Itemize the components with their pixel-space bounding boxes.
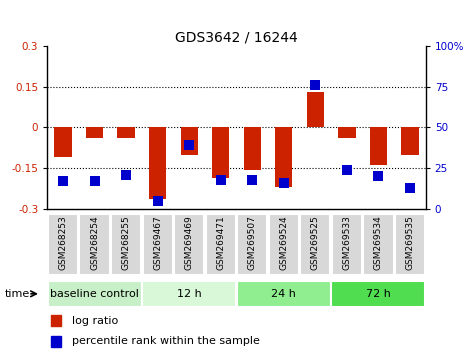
Bar bbox=[370, 127, 387, 165]
Text: GSM268255: GSM268255 bbox=[122, 216, 131, 270]
FancyBboxPatch shape bbox=[48, 281, 141, 307]
Point bbox=[91, 178, 98, 184]
Bar bbox=[275, 127, 292, 187]
FancyBboxPatch shape bbox=[395, 214, 425, 275]
Bar bbox=[244, 127, 261, 170]
Text: GSM269525: GSM269525 bbox=[311, 216, 320, 270]
FancyBboxPatch shape bbox=[111, 214, 141, 275]
Text: GSM269467: GSM269467 bbox=[153, 216, 162, 270]
FancyBboxPatch shape bbox=[363, 214, 394, 275]
Point bbox=[248, 177, 256, 182]
FancyBboxPatch shape bbox=[174, 214, 204, 275]
Point bbox=[217, 177, 225, 182]
Text: percentile rank within the sample: percentile rank within the sample bbox=[72, 336, 260, 346]
Text: GSM269533: GSM269533 bbox=[342, 216, 351, 270]
Text: log ratio: log ratio bbox=[72, 316, 118, 326]
Point bbox=[59, 178, 67, 184]
Bar bbox=[212, 127, 229, 178]
Point bbox=[312, 82, 319, 88]
Text: GSM269507: GSM269507 bbox=[248, 216, 257, 270]
Text: GSM269471: GSM269471 bbox=[216, 216, 225, 270]
Text: baseline control: baseline control bbox=[50, 289, 139, 299]
Point bbox=[154, 198, 161, 204]
FancyBboxPatch shape bbox=[206, 214, 236, 275]
FancyBboxPatch shape bbox=[79, 214, 110, 275]
Text: GSM268254: GSM268254 bbox=[90, 216, 99, 270]
FancyBboxPatch shape bbox=[142, 214, 173, 275]
FancyBboxPatch shape bbox=[269, 214, 299, 275]
Text: GSM268253: GSM268253 bbox=[59, 216, 68, 270]
Point bbox=[343, 167, 350, 173]
FancyBboxPatch shape bbox=[237, 281, 331, 307]
Point bbox=[375, 173, 382, 179]
Point bbox=[185, 143, 193, 148]
Text: GSM269534: GSM269534 bbox=[374, 216, 383, 270]
Bar bbox=[51, 336, 61, 347]
Bar bbox=[51, 315, 61, 326]
Bar bbox=[54, 127, 72, 157]
Point bbox=[280, 180, 288, 185]
Text: GSM269469: GSM269469 bbox=[184, 216, 194, 270]
Text: GSM269524: GSM269524 bbox=[279, 216, 289, 270]
Bar bbox=[117, 127, 135, 138]
Bar bbox=[338, 127, 356, 138]
Bar bbox=[149, 127, 166, 199]
Bar bbox=[86, 127, 103, 138]
Bar bbox=[181, 127, 198, 155]
Text: GSM269535: GSM269535 bbox=[405, 216, 414, 270]
FancyBboxPatch shape bbox=[142, 281, 236, 307]
FancyBboxPatch shape bbox=[332, 214, 362, 275]
Text: time: time bbox=[5, 289, 30, 299]
Text: 72 h: 72 h bbox=[366, 289, 391, 299]
FancyBboxPatch shape bbox=[300, 214, 331, 275]
Bar bbox=[307, 92, 324, 127]
FancyBboxPatch shape bbox=[237, 214, 267, 275]
Point bbox=[406, 185, 414, 190]
FancyBboxPatch shape bbox=[48, 214, 78, 275]
Title: GDS3642 / 16244: GDS3642 / 16244 bbox=[175, 31, 298, 45]
Bar bbox=[401, 127, 419, 155]
FancyBboxPatch shape bbox=[332, 281, 425, 307]
Text: 24 h: 24 h bbox=[272, 289, 296, 299]
Text: 12 h: 12 h bbox=[177, 289, 201, 299]
Point bbox=[123, 172, 130, 177]
